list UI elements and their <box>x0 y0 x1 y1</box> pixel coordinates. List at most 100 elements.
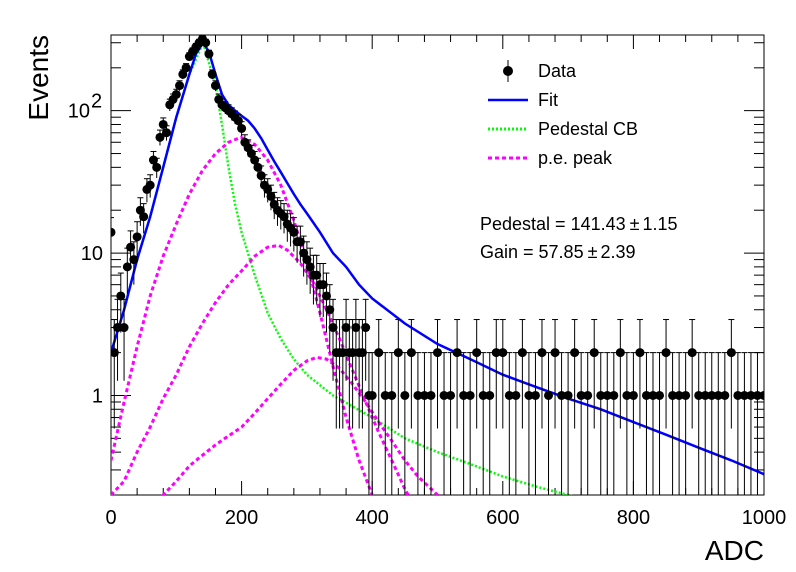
data-point <box>295 237 305 247</box>
data-point <box>511 390 521 400</box>
data-point <box>681 390 691 400</box>
legend-data-marker <box>503 66 513 76</box>
data-point <box>720 390 730 400</box>
data-point <box>256 171 266 181</box>
data-point <box>752 390 762 400</box>
y-tick-label: 10 <box>81 243 103 265</box>
x-tick-label: 0 <box>105 507 116 529</box>
data-point <box>321 291 331 301</box>
x-tick-label: 1000 <box>742 507 787 529</box>
legend-label: Fit <box>538 90 558 110</box>
data-point <box>302 255 312 265</box>
data-point <box>357 348 367 358</box>
data-point <box>116 291 126 301</box>
data-point <box>175 81 185 91</box>
data-point <box>504 390 514 400</box>
data-point <box>289 227 299 237</box>
data-point <box>465 390 475 400</box>
data-point <box>263 184 273 194</box>
data-point <box>181 63 191 73</box>
data-point <box>387 390 397 400</box>
data-point <box>204 49 214 59</box>
data-point <box>517 348 527 358</box>
data-point <box>367 390 377 400</box>
data-point <box>459 390 469 400</box>
data-point <box>312 270 322 280</box>
data-point <box>713 390 723 400</box>
x-axis-label: ADC <box>705 535 764 566</box>
data-point <box>694 390 704 400</box>
data-point <box>132 232 142 242</box>
data-point <box>325 305 335 315</box>
data-point <box>207 69 217 79</box>
stat-gain: Gain = 57.85 ±2.39 <box>480 242 636 262</box>
data-point <box>279 212 289 222</box>
y-tick-exponent: 2 <box>91 91 102 113</box>
data-point <box>628 390 638 400</box>
data-point <box>419 390 429 400</box>
data-points <box>111 35 764 495</box>
data-point <box>111 348 119 358</box>
x-tick-label: 400 <box>356 507 389 529</box>
data-point <box>589 348 599 358</box>
data-point <box>266 191 276 201</box>
data-point <box>537 348 547 358</box>
data-point <box>759 390 764 400</box>
data-point <box>328 323 338 333</box>
data-point <box>155 132 165 142</box>
data-point <box>707 390 717 400</box>
data-point <box>668 390 678 400</box>
fit-stats: Pedestal = 141.43 ±1.15 Gain = 57.85 ±2.39 <box>480 214 678 262</box>
data-point <box>641 390 651 400</box>
data-point <box>576 390 586 400</box>
data-point <box>655 390 665 400</box>
data-point <box>341 323 351 333</box>
data-point <box>530 390 540 400</box>
data-point <box>498 348 508 358</box>
fit-curves <box>111 39 764 495</box>
data-point <box>111 227 116 237</box>
data-point <box>596 390 606 400</box>
data-point <box>158 119 168 129</box>
data-point <box>433 348 442 358</box>
data-point <box>152 162 162 172</box>
data-point <box>472 348 482 358</box>
data-point <box>615 348 625 358</box>
y-tick-label: 10 <box>68 101 90 123</box>
data-point <box>739 390 749 400</box>
data-point <box>557 390 567 400</box>
data-point <box>126 242 136 252</box>
data-point <box>351 323 361 333</box>
data-point <box>210 81 220 91</box>
data-point <box>253 162 263 172</box>
data-point <box>237 123 247 133</box>
data-point <box>452 348 462 358</box>
data-point <box>648 390 658 400</box>
x-tick-label: 800 <box>617 507 650 529</box>
legend-label: Data <box>538 61 577 81</box>
data-point <box>446 390 456 400</box>
data-point <box>119 323 129 333</box>
legend-label: Pedestal CB <box>538 119 638 139</box>
data-point <box>145 180 155 190</box>
data-point <box>609 390 619 400</box>
legend-label: p.e. peak <box>538 148 613 168</box>
data-point <box>439 390 449 400</box>
data-point <box>113 323 123 333</box>
x-tick-label: 600 <box>486 507 519 529</box>
data-point <box>583 390 593 400</box>
data-point <box>338 348 348 358</box>
data-point <box>400 390 410 400</box>
data-point <box>485 390 495 400</box>
data-point <box>122 262 132 272</box>
data-point <box>491 348 501 358</box>
data-point <box>348 348 358 358</box>
data-point <box>550 348 560 358</box>
curve-fit <box>111 40 764 476</box>
data-point <box>563 390 573 400</box>
curve-pedestal-cb <box>111 39 573 495</box>
data-point <box>726 348 736 358</box>
data-point <box>393 348 403 358</box>
